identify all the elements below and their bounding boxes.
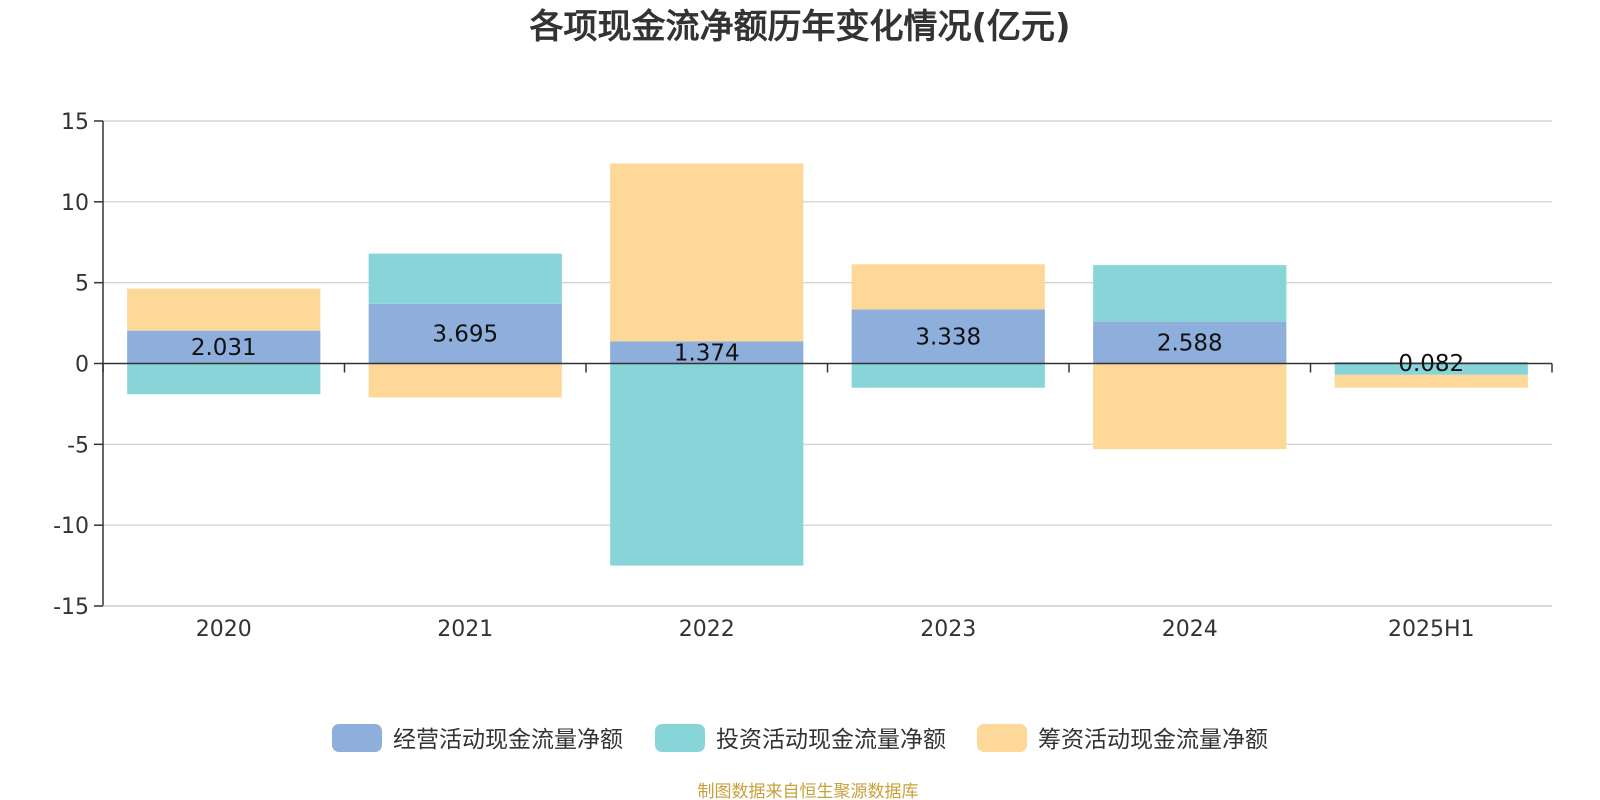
y-axis: 15 10 5 0 -5 -10 -15 — [53, 110, 104, 620]
x-tick-label: 2024 — [1162, 617, 1218, 642]
chart-title: 各项现金流净额历年变化情况(亿元) — [529, 7, 1070, 47]
y-tick-label: 10 — [61, 191, 89, 216]
x-tick-label: 2021 — [437, 617, 493, 642]
bars — [127, 163, 1528, 566]
bar-2-2020 — [127, 363, 321, 395]
bar-2-2021 — [368, 253, 562, 304]
y-tick-label: 0 — [75, 353, 89, 378]
x-tick-label: 2023 — [920, 617, 976, 642]
data-label-2024: 2.588 — [1157, 331, 1223, 357]
data-label-2020: 2.031 — [191, 335, 257, 361]
y-tick-label: -15 — [53, 595, 89, 620]
legend-swatch-2 — [655, 724, 705, 752]
bar-1-2024 — [1093, 321, 1287, 364]
bar-2-2025H1 — [1334, 363, 1528, 375]
legend: 经营活动现金流量净额 投资活动现金流量净额 筹资活动现金流量净额 — [332, 724, 1268, 753]
bar-3-2024 — [1093, 363, 1287, 450]
bar-3-2025H1 — [1334, 374, 1528, 388]
bar-1-2023 — [851, 309, 1045, 364]
y-tick-label: -5 — [67, 433, 89, 458]
source-note: 制图数据来自恒生聚源数据库 — [698, 782, 919, 800]
bar-2-2023 — [851, 363, 1045, 388]
legend-swatch-1 — [332, 724, 382, 752]
bar-1-2020 — [127, 330, 321, 364]
x-tick-label: 2020 — [196, 617, 252, 642]
bar-3-2022 — [610, 163, 804, 342]
bar-3-2021 — [368, 363, 562, 398]
x-tick-label: 2022 — [679, 617, 735, 642]
bar-3-2020 — [127, 288, 321, 331]
x-tick-label: 2025H1 — [1388, 617, 1475, 642]
y-tick-label: 5 — [75, 272, 89, 297]
data-labels: 2.031 3.695 1.374 3.338 2.588 0.082 — [191, 322, 1464, 377]
legend-label-3: 筹资活动现金流量净额 — [1038, 727, 1268, 753]
y-tick-label: -10 — [53, 514, 89, 539]
data-label-2021: 3.695 — [432, 322, 498, 348]
bar-2-2024 — [1093, 265, 1287, 322]
bar-3-2023 — [851, 264, 1045, 310]
legend-label-1: 经营活动现金流量净额 — [393, 727, 623, 753]
x-axis: 2020 2021 2022 2023 2024 2025H1 — [102, 362, 1553, 642]
data-label-2022: 1.374 — [674, 340, 740, 366]
y-tick-label: 15 — [61, 110, 89, 135]
bar-1-2021 — [368, 303, 562, 364]
data-label-2025H1: 0.082 — [1398, 351, 1464, 377]
bar-2-2022 — [610, 363, 804, 566]
data-label-2023: 3.338 — [915, 325, 981, 351]
legend-label-2: 投资活动现金流量净额 — [716, 727, 946, 753]
legend-swatch-3 — [977, 724, 1027, 752]
bar-1-2022 — [610, 341, 804, 364]
